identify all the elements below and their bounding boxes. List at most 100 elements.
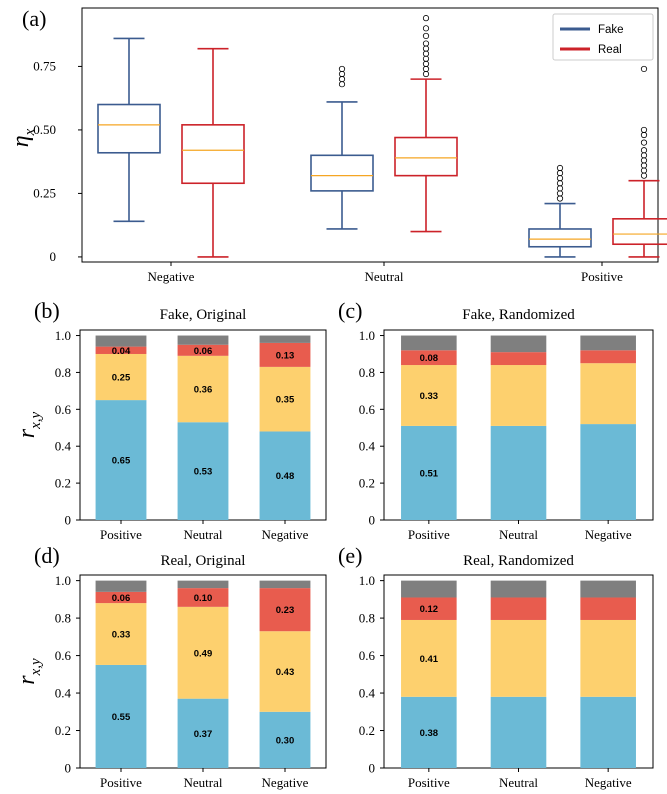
data-label: 0.04 <box>112 346 131 357</box>
ytick-label: 0.4 <box>359 439 376 454</box>
box-iqr <box>528 228 592 248</box>
box-iqr <box>310 154 374 192</box>
bar-segment <box>401 335 457 351</box>
bar-segment <box>259 580 311 589</box>
bar-segment <box>259 366 311 432</box>
ytick-label: 0.8 <box>359 365 375 380</box>
bar-segment <box>95 346 147 354</box>
y-axis-label-a: ηx <box>8 128 38 147</box>
ytick-label: 0.8 <box>359 611 375 626</box>
panel-title-e: Real, Randomized <box>463 553 574 569</box>
panel-letter-a: (a) <box>22 6 46 31</box>
ytick-label: 0.25 <box>33 185 56 200</box>
data-label: 0.51 <box>420 468 439 479</box>
data-label: 0.55 <box>112 712 131 723</box>
outlier-point <box>422 25 430 32</box>
y-axis-label-a-subscript: x <box>22 128 38 136</box>
outlier-point <box>338 81 346 88</box>
xtick-label: Neutral <box>184 775 223 790</box>
panel-letter-b: (b) <box>34 298 60 323</box>
xtick-label: Neutral <box>499 527 538 542</box>
outlier-point <box>422 65 430 73</box>
box-fake-negative <box>97 37 161 223</box>
ytick-label: 0.2 <box>359 723 375 738</box>
bar-segment <box>401 365 457 426</box>
data-label: 0.30 <box>276 735 295 746</box>
xtick-label: Neutral <box>499 775 538 790</box>
xtick-label: Positive <box>581 269 623 284</box>
ytick-label: 0.8 <box>55 365 71 380</box>
ytick-label: 1.0 <box>359 573 375 588</box>
bar-segment <box>580 597 636 620</box>
outlier-point <box>556 180 564 187</box>
y-axis-label-a-main: η <box>8 135 34 147</box>
data-label: 0.06 <box>112 593 131 604</box>
xtick-label: Positive <box>100 775 142 790</box>
y-axis-label-b-subscript: x,y <box>28 411 44 429</box>
outlier-point <box>422 15 430 22</box>
outlier-point <box>640 172 648 179</box>
data-label: 0.33 <box>420 391 439 402</box>
ytick-label: 0.75 <box>33 58 56 73</box>
xtick-label: Negative <box>262 775 309 790</box>
data-label: 0.10 <box>194 593 213 604</box>
panel-title-b: Fake, Original <box>160 307 247 323</box>
outlier-point <box>556 190 564 197</box>
data-label: 0.43 <box>276 667 295 678</box>
legend-label-real: Real <box>598 44 622 56</box>
box-real-negative <box>181 47 245 258</box>
ytick-label: 0.2 <box>55 723 71 738</box>
bar-segment <box>580 696 636 768</box>
bar-segment <box>95 353 147 401</box>
y-axis-label-b-text: rx,y <box>14 411 44 438</box>
bar-segment <box>490 597 547 620</box>
bar-segment <box>95 591 147 604</box>
outlier-point <box>556 164 564 172</box>
xtick-label: Negative <box>148 269 195 284</box>
outlier-point <box>422 40 430 47</box>
box-real-neutral <box>394 15 458 233</box>
bar-segment <box>95 580 147 592</box>
ytick-label: 0 <box>369 761 376 776</box>
outlier-point <box>422 60 430 67</box>
outlier-point <box>338 76 346 83</box>
box-iqr <box>394 136 458 177</box>
box-real-positive <box>612 65 667 258</box>
bar-segment <box>490 352 547 366</box>
bar-segment <box>177 355 229 423</box>
data-label: 0.08 <box>420 353 439 364</box>
bar-segment <box>177 580 229 589</box>
bar-segment <box>259 588 311 632</box>
data-label: 0.12 <box>420 604 439 615</box>
ytick-label: 1.0 <box>55 328 71 343</box>
outlier-point <box>640 167 648 174</box>
xtick-label: Negative <box>262 527 309 542</box>
panel-letter-d: (d) <box>34 543 60 568</box>
bar-segment <box>401 619 457 697</box>
ytick-label: 0 <box>369 513 376 528</box>
box-fake-positive <box>528 164 592 258</box>
ytick-label: 0.6 <box>55 402 72 417</box>
xtick-label: Positive <box>100 527 142 542</box>
data-label: 0.65 <box>112 456 131 467</box>
data-label: 0.49 <box>194 648 213 659</box>
outlier-point <box>640 152 648 159</box>
ytick-label: 1.0 <box>55 573 71 588</box>
outlier-point <box>556 195 564 202</box>
bar-segment <box>490 619 547 697</box>
outlier-point <box>640 65 648 73</box>
data-label: 0.37 <box>194 729 213 740</box>
outlier-point <box>640 139 648 146</box>
panel-title-c: Fake, Randomized <box>462 307 575 323</box>
outlier-point <box>640 147 648 154</box>
outlier-point <box>422 70 430 78</box>
bar-segment <box>259 335 311 343</box>
bar-segment <box>95 400 147 520</box>
y-axis-label-d: rx,y <box>14 658 44 685</box>
ytick-label: 0.4 <box>359 686 376 701</box>
ytick-label: 0.2 <box>55 476 71 491</box>
bar-segment <box>177 698 229 768</box>
data-label: 0.23 <box>276 605 295 616</box>
ytick-label: 0.4 <box>55 686 72 701</box>
